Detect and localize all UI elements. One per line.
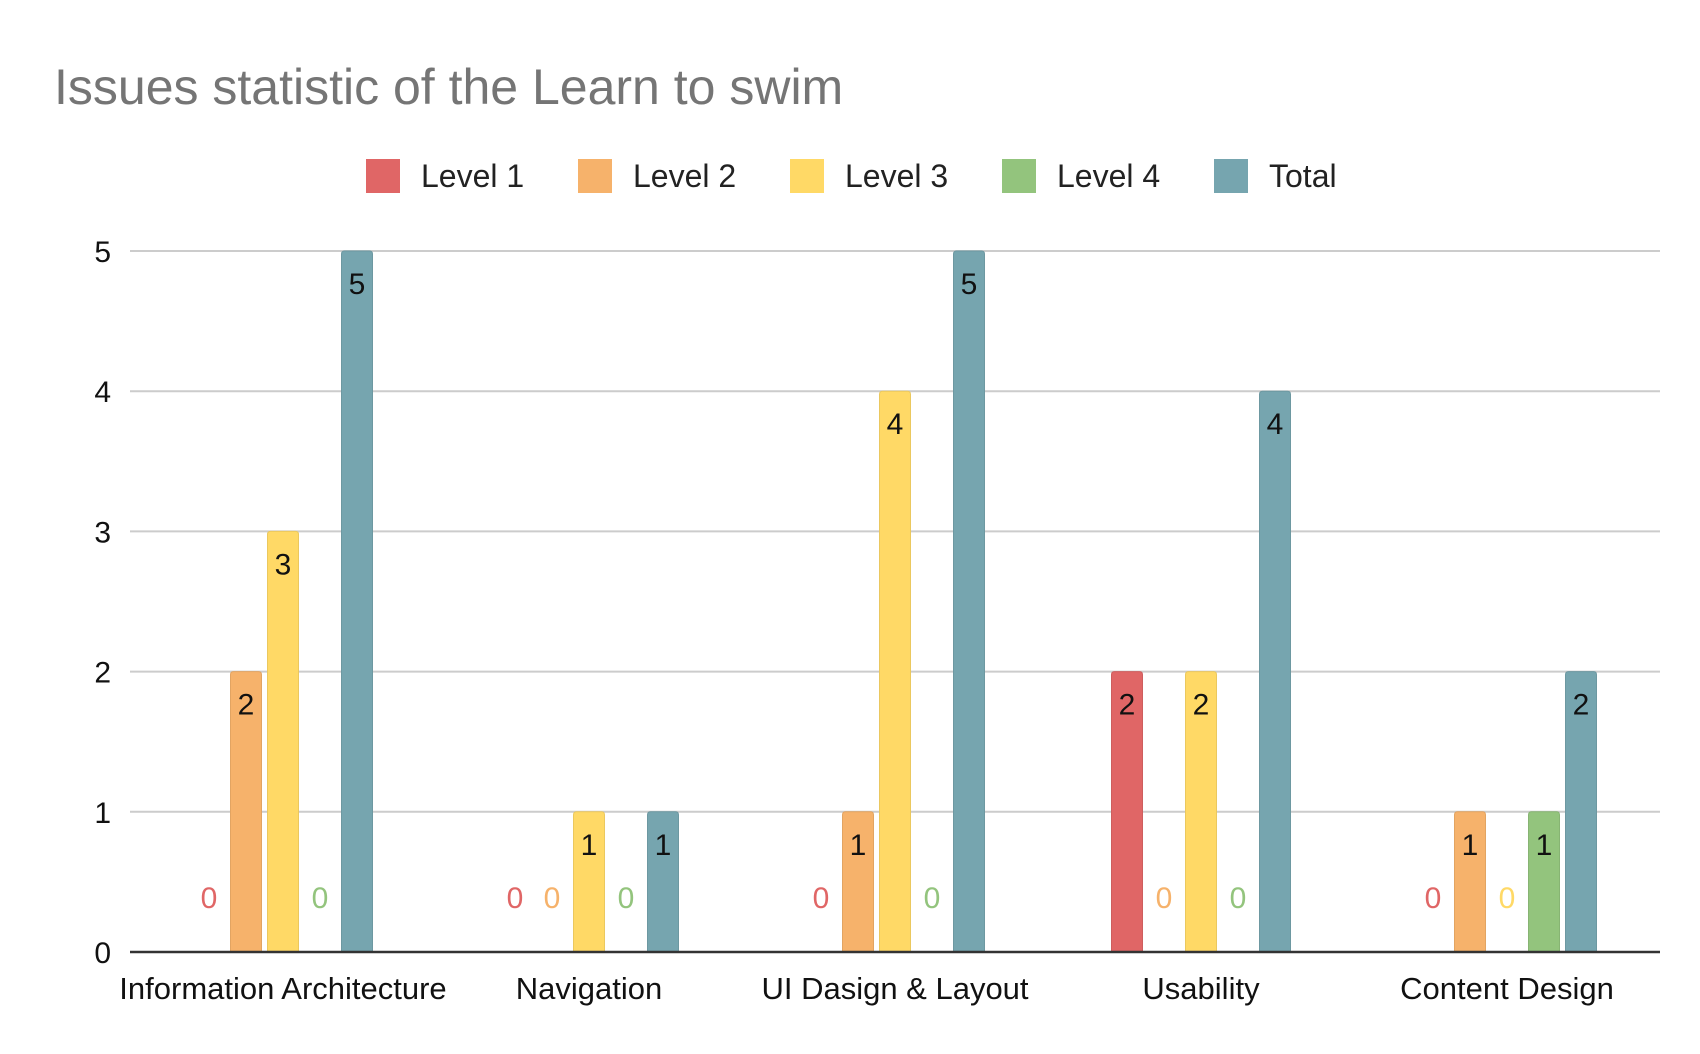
data-label: 5 xyxy=(349,268,366,301)
bar xyxy=(1565,671,1597,953)
data-label: 5 xyxy=(961,268,978,301)
legend-swatch xyxy=(1002,159,1036,193)
data-label: 0 xyxy=(1230,882,1247,915)
data-label: 0 xyxy=(1156,882,1173,915)
data-label: 2 xyxy=(238,689,255,722)
bar xyxy=(1528,811,1560,953)
bar xyxy=(341,250,373,953)
bar xyxy=(647,811,679,953)
bar xyxy=(1259,390,1291,953)
bar xyxy=(1454,811,1486,953)
bar xyxy=(953,250,985,953)
legend-label: Level 1 xyxy=(421,158,524,194)
legend-swatch xyxy=(790,159,824,193)
bar xyxy=(230,671,262,953)
bar xyxy=(267,530,299,953)
data-label: 1 xyxy=(655,829,672,862)
data-label: 3 xyxy=(275,548,292,581)
bar xyxy=(842,811,874,953)
legend: Level 1 Level 2 Level 3 Level 4 Total xyxy=(366,158,1337,194)
bar xyxy=(1185,671,1217,953)
legend-swatch xyxy=(366,159,400,193)
legend-swatch xyxy=(1214,159,1248,193)
bar xyxy=(573,811,605,953)
legend-label: Level 2 xyxy=(633,158,736,194)
data-label: 4 xyxy=(887,408,904,441)
x-category-label: Content Design xyxy=(1400,971,1614,1006)
data-label: 0 xyxy=(813,882,830,915)
data-label: 1 xyxy=(1462,829,1479,862)
y-tick-label: 0 xyxy=(94,937,111,970)
data-label: 2 xyxy=(1573,689,1590,722)
y-tick-label: 3 xyxy=(94,516,111,549)
data-label: 2 xyxy=(1119,689,1136,722)
y-tick-label: 4 xyxy=(94,376,111,409)
legend-label: Level 4 xyxy=(1057,158,1160,194)
x-category-label: Navigation xyxy=(516,971,662,1006)
data-label: 0 xyxy=(544,882,561,915)
bar xyxy=(1111,671,1143,953)
y-tick-label: 2 xyxy=(94,657,111,690)
data-label: 1 xyxy=(581,829,598,862)
bar xyxy=(879,390,911,953)
y-tick-label: 5 xyxy=(94,236,111,269)
legend-swatch xyxy=(578,159,612,193)
x-category-label: UI Dasign & Layout xyxy=(761,971,1028,1006)
legend-label: Level 3 xyxy=(845,158,948,194)
data-label: 2 xyxy=(1193,689,1210,722)
data-label: 0 xyxy=(924,882,941,915)
data-label: 0 xyxy=(201,882,218,915)
data-label: 1 xyxy=(1536,829,1553,862)
x-category-label: Information Architecture xyxy=(119,971,446,1006)
x-axis-categories: Information Architecture Navigation UI Das… xyxy=(119,971,1614,1006)
data-label: 0 xyxy=(618,882,635,915)
data-label: 0 xyxy=(507,882,524,915)
y-tick-label: 1 xyxy=(94,797,111,830)
data-label: 0 xyxy=(312,882,329,915)
bars xyxy=(230,250,1597,953)
data-label: 0 xyxy=(1425,882,1442,915)
chart-title: Issues statistic of the Learn to swim xyxy=(54,59,843,115)
legend-label: Total xyxy=(1269,158,1337,194)
data-label: 1 xyxy=(850,829,867,862)
data-label: 0 xyxy=(1499,882,1516,915)
x-category-label: Usability xyxy=(1142,971,1260,1006)
y-axis-ticks: 0 1 2 3 4 5 xyxy=(94,236,111,970)
data-label: 4 xyxy=(1267,408,1284,441)
